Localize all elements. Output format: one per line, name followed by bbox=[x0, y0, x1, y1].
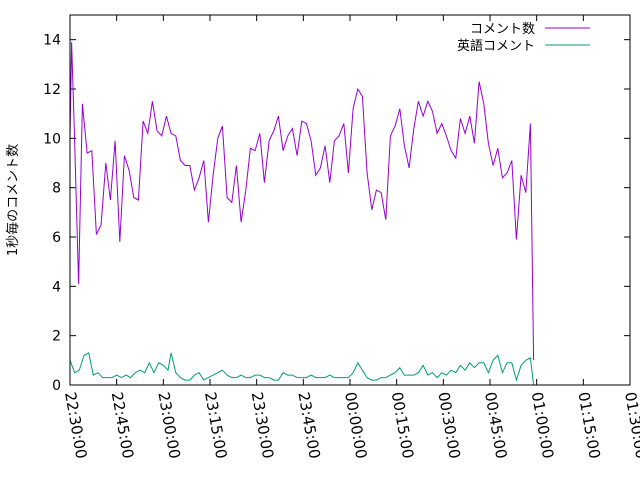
y-tick-label: 14 bbox=[43, 33, 61, 49]
series-line-0 bbox=[69, 42, 535, 361]
series-line-1 bbox=[69, 352, 535, 386]
y-tick-label: 6 bbox=[52, 230, 61, 246]
series-lines bbox=[69, 42, 535, 386]
y-axis-ticks: 0 2 4 6 8 10 12 14 bbox=[43, 33, 630, 394]
plot-frame bbox=[69, 14, 631, 386]
legend-label: 英語コメント bbox=[457, 38, 535, 54]
y-axis-label: 1秒毎のコメント数 bbox=[5, 144, 21, 256]
y-tick-label: 8 bbox=[52, 181, 61, 197]
y-tick-label: 10 bbox=[43, 131, 61, 147]
y-tick-label: 4 bbox=[52, 279, 61, 295]
legend-label: コメント数 bbox=[470, 22, 535, 37]
y-tick-label: 12 bbox=[43, 82, 61, 98]
y-tick-label: 0 bbox=[52, 378, 61, 394]
y-tick-label: 2 bbox=[52, 329, 61, 345]
